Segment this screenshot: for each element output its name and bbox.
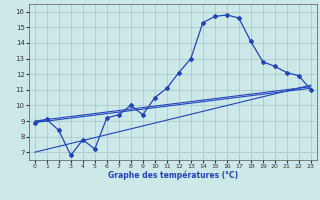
X-axis label: Graphe des températures (°C): Graphe des températures (°C) — [108, 171, 238, 180]
